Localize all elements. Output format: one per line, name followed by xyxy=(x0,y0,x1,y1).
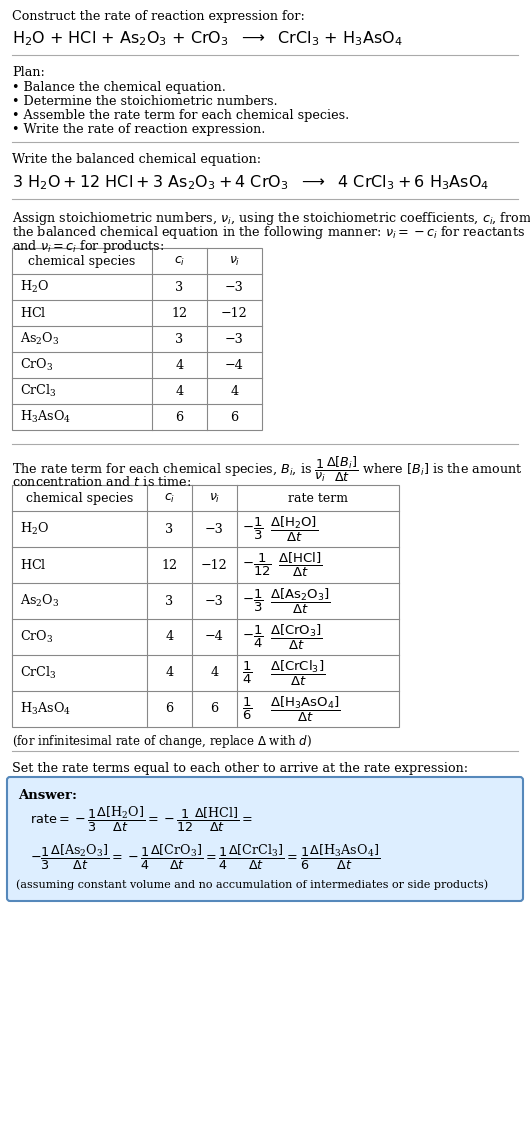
Text: 3: 3 xyxy=(165,522,173,536)
Text: and $\nu_i = c_i$ for products:: and $\nu_i = c_i$ for products: xyxy=(12,238,164,255)
Text: • Balance the chemical equation.: • Balance the chemical equation. xyxy=(12,81,226,94)
Text: 4: 4 xyxy=(175,358,183,371)
Text: Construct the rate of reaction expression for:: Construct the rate of reaction expressio… xyxy=(12,10,305,23)
Text: −3: −3 xyxy=(205,522,224,536)
Text: −4: −4 xyxy=(205,630,224,643)
Text: 4: 4 xyxy=(210,667,218,679)
Text: $\dfrac{1}{6}$: $\dfrac{1}{6}$ xyxy=(242,696,252,723)
Text: $\dfrac{\Delta[\mathregular{H_3AsO_4}]}{\Delta t}$: $\dfrac{\Delta[\mathregular{H_3AsO_4}]}{… xyxy=(270,694,340,724)
Text: $\mathregular{H_2O}$ $+$ HCl $+$ $\mathregular{As_2O_3}$ $+$ $\mathregular{CrO_3: $\mathregular{H_2O}$ $+$ HCl $+$ $\mathr… xyxy=(12,28,403,48)
Text: chemical species: chemical species xyxy=(26,492,133,504)
Text: $\mathregular{H_2O}$: $\mathregular{H_2O}$ xyxy=(20,521,49,537)
Text: $\mathregular{H_3AsO_4}$: $\mathregular{H_3AsO_4}$ xyxy=(20,409,71,426)
Text: Assign stoichiometric numbers, $\nu_i$, using the stoichiometric coefficients, $: Assign stoichiometric numbers, $\nu_i$, … xyxy=(12,211,530,226)
Bar xyxy=(12,248,262,430)
Text: $-\dfrac{1}{3}$: $-\dfrac{1}{3}$ xyxy=(242,516,263,542)
Text: 4: 4 xyxy=(231,385,239,397)
FancyBboxPatch shape xyxy=(7,777,523,901)
Text: The rate term for each chemical species, $B_i$, is $\dfrac{1}{\nu_i}\dfrac{\Delt: The rate term for each chemical species,… xyxy=(12,455,523,484)
Text: −3: −3 xyxy=(205,594,224,608)
Text: −3: −3 xyxy=(225,332,244,346)
Text: $c_i$: $c_i$ xyxy=(174,255,185,267)
Text: −12: −12 xyxy=(201,559,228,571)
Text: • Assemble the rate term for each chemical species.: • Assemble the rate term for each chemic… xyxy=(12,109,349,122)
Bar xyxy=(12,485,399,727)
Text: 3: 3 xyxy=(175,280,183,294)
Text: −4: −4 xyxy=(225,358,244,371)
Text: (assuming constant volume and no accumulation of intermediates or side products): (assuming constant volume and no accumul… xyxy=(16,880,488,890)
Text: 4: 4 xyxy=(165,630,173,643)
Text: 6: 6 xyxy=(210,702,218,716)
Text: 3: 3 xyxy=(165,594,173,608)
Text: • Write the rate of reaction expression.: • Write the rate of reaction expression. xyxy=(12,123,266,137)
Text: 12: 12 xyxy=(171,306,188,320)
Text: $\dfrac{\Delta[\mathregular{As_2O_3}]}{\Delta t}$: $\dfrac{\Delta[\mathregular{As_2O_3}]}{\… xyxy=(270,586,331,616)
Text: $-\dfrac{1}{3}\dfrac{\Delta[\mathregular{As_2O_3}]}{\Delta t} = -\dfrac{1}{4}\df: $-\dfrac{1}{3}\dfrac{\Delta[\mathregular… xyxy=(30,842,380,872)
Text: • Determine the stoichiometric numbers.: • Determine the stoichiometric numbers. xyxy=(12,94,278,108)
Text: 3: 3 xyxy=(175,332,183,346)
Text: $\dfrac{\Delta[\mathregular{H_2O}]}{\Delta t}$: $\dfrac{\Delta[\mathregular{H_2O}]}{\Del… xyxy=(270,514,318,544)
Text: $\dfrac{\Delta[\mathregular{CrO_3}]}{\Delta t}$: $\dfrac{\Delta[\mathregular{CrO_3}]}{\De… xyxy=(270,622,323,652)
Text: $-\dfrac{1}{4}$: $-\dfrac{1}{4}$ xyxy=(242,624,263,650)
Text: rate term: rate term xyxy=(288,492,348,504)
Text: 6: 6 xyxy=(175,411,183,423)
Text: 12: 12 xyxy=(162,559,178,571)
Text: $\nu_i$: $\nu_i$ xyxy=(229,255,240,267)
Text: $-\dfrac{1}{12}$: $-\dfrac{1}{12}$ xyxy=(242,552,272,578)
Text: Answer:: Answer: xyxy=(18,789,77,802)
Text: $\mathregular{HCl}$: $\mathregular{HCl}$ xyxy=(20,306,47,320)
Text: 6: 6 xyxy=(231,411,239,423)
Text: Set the rate terms equal to each other to arrive at the rate expression:: Set the rate terms equal to each other t… xyxy=(12,762,468,775)
Text: $\mathregular{CrCl_3}$: $\mathregular{CrCl_3}$ xyxy=(20,665,57,681)
Text: $c_i$: $c_i$ xyxy=(164,492,175,504)
Text: $\dfrac{\Delta[\mathregular{HCl}]}{\Delta t}$: $\dfrac{\Delta[\mathregular{HCl}]}{\Delt… xyxy=(278,551,322,579)
Text: (for infinitesimal rate of change, replace $\Delta$ with $d$): (for infinitesimal rate of change, repla… xyxy=(12,733,312,750)
Text: $\mathregular{As_2O_3}$: $\mathregular{As_2O_3}$ xyxy=(20,593,59,609)
Text: $-\dfrac{1}{3}$: $-\dfrac{1}{3}$ xyxy=(242,588,263,615)
Text: $\mathregular{As_2O_3}$: $\mathregular{As_2O_3}$ xyxy=(20,331,59,347)
Text: $\mathrm{rate} = -\dfrac{1}{3}\dfrac{\Delta[\mathregular{H_2O}]}{\Delta t} = -\d: $\mathrm{rate} = -\dfrac{1}{3}\dfrac{\De… xyxy=(30,805,253,833)
Text: concentration and $t$ is time:: concentration and $t$ is time: xyxy=(12,475,191,489)
Text: −12: −12 xyxy=(221,306,248,320)
Text: $\mathregular{CrO_3}$: $\mathregular{CrO_3}$ xyxy=(20,357,54,373)
Text: the balanced chemical equation in the following manner: $\nu_i = -c_i$ for react: the balanced chemical equation in the fo… xyxy=(12,224,525,241)
Text: $\mathregular{CrO_3}$: $\mathregular{CrO_3}$ xyxy=(20,629,54,645)
Text: chemical species: chemical species xyxy=(29,255,136,267)
Text: $\mathregular{H_3AsO_4}$: $\mathregular{H_3AsO_4}$ xyxy=(20,701,71,717)
Text: 4: 4 xyxy=(165,667,173,679)
Text: $3\ \mathregular{H_2O} + 12\ \mathregular{HCl} + 3\ \mathregular{As_2O_3} + 4\ \: $3\ \mathregular{H_2O} + 12\ \mathregula… xyxy=(12,173,489,191)
Text: $\nu_i$: $\nu_i$ xyxy=(209,492,220,504)
Text: 4: 4 xyxy=(175,385,183,397)
Text: $\dfrac{\Delta[\mathregular{CrCl_3}]}{\Delta t}$: $\dfrac{\Delta[\mathregular{CrCl_3}]}{\D… xyxy=(270,659,325,687)
Text: $\dfrac{1}{4}$: $\dfrac{1}{4}$ xyxy=(242,660,252,686)
Text: 6: 6 xyxy=(165,702,173,716)
Text: Write the balanced chemical equation:: Write the balanced chemical equation: xyxy=(12,152,261,166)
Text: −3: −3 xyxy=(225,280,244,294)
Text: $\mathregular{CrCl_3}$: $\mathregular{CrCl_3}$ xyxy=(20,384,57,399)
Text: Plan:: Plan: xyxy=(12,66,45,79)
Text: $\mathregular{HCl}$: $\mathregular{HCl}$ xyxy=(20,558,47,572)
Text: $\mathregular{H_2O}$: $\mathregular{H_2O}$ xyxy=(20,279,49,295)
